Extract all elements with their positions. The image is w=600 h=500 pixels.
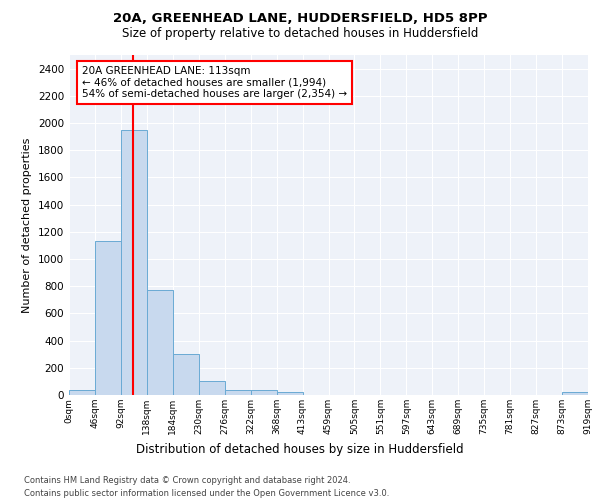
Bar [95,242,121,395]
Bar [173,354,199,395]
Text: 20A GREENHEAD LANE: 113sqm
← 46% of detached houses are smaller (1,994)
54% of s: 20A GREENHEAD LANE: 113sqm ← 46% of deta… [82,66,347,99]
Bar [562,392,588,395]
Bar [147,290,173,395]
Bar [277,392,302,395]
Y-axis label: Number of detached properties: Number of detached properties [22,138,32,312]
Bar [199,382,224,395]
Bar [251,390,277,395]
Text: Contains public sector information licensed under the Open Government Licence v3: Contains public sector information licen… [24,489,389,498]
Text: Contains HM Land Registry data © Crown copyright and database right 2024.: Contains HM Land Registry data © Crown c… [24,476,350,485]
Text: 20A, GREENHEAD LANE, HUDDERSFIELD, HD5 8PP: 20A, GREENHEAD LANE, HUDDERSFIELD, HD5 8… [113,12,487,26]
Bar [225,390,251,395]
Text: Size of property relative to detached houses in Huddersfield: Size of property relative to detached ho… [122,28,478,40]
Bar [69,390,95,395]
Text: Distribution of detached houses by size in Huddersfield: Distribution of detached houses by size … [136,442,464,456]
Bar [121,130,147,395]
